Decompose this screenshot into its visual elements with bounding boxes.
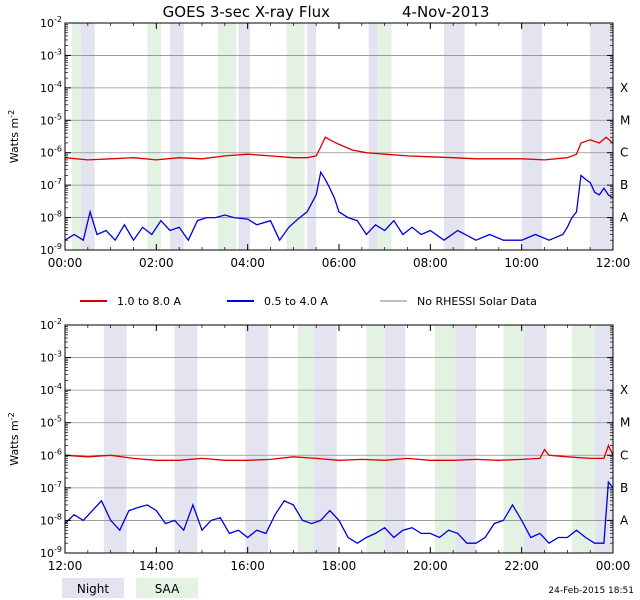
flare-class-label: M [620, 416, 630, 430]
saa-band [217, 23, 237, 250]
night-band [384, 325, 406, 553]
night-band [103, 325, 127, 553]
flare-class-label: A [620, 513, 629, 527]
night-band [245, 325, 269, 553]
x-tick-label: 08:00 [413, 256, 448, 270]
night-band [313, 325, 337, 553]
y-tick-label: 10-8 [40, 512, 62, 527]
flare-class-label: X [620, 81, 628, 95]
flare-class-label: C [620, 448, 628, 462]
x-tick-label: 04:00 [230, 256, 265, 270]
x-tick-label: 02:00 [139, 256, 174, 270]
legend-label-night: Night [77, 582, 110, 596]
y-tick-label: 10-2 [40, 317, 62, 332]
night-band [594, 325, 613, 553]
flare-class-label: M [620, 113, 630, 127]
x-tick-label: 20:00 [413, 559, 448, 573]
night-band [307, 23, 317, 250]
y-tick-label: 10-4 [40, 382, 62, 397]
night-band [174, 325, 198, 553]
y-tick-label: 10-7 [40, 480, 62, 495]
y-axis-label: Watts m-2 [7, 412, 21, 465]
night-band [238, 23, 250, 250]
saa-band [71, 23, 81, 250]
y-tick-label: 10-5 [40, 112, 62, 127]
saa-band [286, 23, 305, 250]
x-tick-label: 10:00 [504, 256, 539, 270]
footer-timestamp: 24-Feb-2015 18:51 [548, 586, 634, 596]
saa-band [503, 325, 524, 553]
legend-label-short: 0.5 to 4.0 A [264, 295, 329, 308]
y-tick-label: 10-6 [40, 145, 62, 160]
night-band [590, 23, 613, 250]
night-band [444, 23, 465, 250]
x-tick-label: 12:00 [596, 256, 631, 270]
legend-swatch-night [62, 578, 124, 598]
y-tick-label: 10-6 [40, 447, 62, 462]
series-short [64, 480, 614, 545]
flare-class-label: X [620, 383, 628, 397]
chart-title: GOES 3-sec X-ray Flux [163, 3, 330, 21]
x-tick-label: 14:00 [139, 559, 174, 573]
saa-band [366, 325, 385, 553]
night-band [80, 23, 95, 250]
series-long [64, 443, 614, 461]
flare-class-label: C [620, 146, 628, 160]
panel-2: 10-9 10-8 10-7 10-6 10-5 10-4 10-3 10-2 X M C B A 12:… [7, 317, 630, 573]
flare-class-label: A [620, 211, 629, 225]
x-tick-label: 16:00 [230, 559, 265, 573]
legend: 1.0 to 8.0 A 0.5 to 4.0 A No RHESSI Solar … [80, 295, 537, 308]
night-band [455, 325, 476, 553]
night-band [368, 23, 378, 250]
y-tick-label: 10-9 [40, 545, 62, 560]
night-band [170, 23, 184, 250]
flare-class-label: B [620, 481, 628, 495]
legend-label-long: 1.0 to 8.0 A [117, 295, 182, 308]
y-tick-label: 10-7 [40, 177, 62, 192]
legend-label-saa: SAA [155, 582, 180, 596]
y-tick-label: 10-9 [40, 242, 62, 257]
chart-date: 4-Nov-2013 [402, 3, 489, 21]
night-band [521, 23, 543, 250]
x-tick-label: 00:00 [48, 256, 83, 270]
saa-band [147, 23, 161, 250]
saa-band [297, 325, 314, 553]
x-tick-label: 22:00 [504, 559, 539, 573]
y-axis-label: Watts m-2 [7, 110, 21, 163]
legend-swatch-saa [136, 578, 198, 598]
series-short [64, 170, 614, 242]
night-saa-legend: Night SAA [62, 578, 198, 598]
x-tick-label: 12:00 [48, 559, 83, 573]
legend-label-no_rhessi: No RHESSI Solar Data [417, 295, 537, 308]
night-band [523, 325, 547, 553]
y-tick-label: 10-2 [40, 15, 62, 30]
saa-band [377, 23, 392, 250]
series-long [64, 136, 614, 161]
y-tick-label: 10-5 [40, 415, 62, 430]
saa-band [571, 325, 595, 553]
y-tick-label: 10-8 [40, 210, 62, 225]
y-tick-label: 10-4 [40, 80, 62, 95]
saa-band [434, 325, 456, 553]
x-tick-label: 18:00 [322, 559, 357, 573]
y-tick-label: 10-3 [40, 47, 62, 62]
x-tick-label: 06:00 [322, 256, 357, 270]
y-tick-label: 10-3 [40, 350, 62, 365]
flare-class-label: B [620, 178, 628, 192]
panel-1: 10-9 10-8 10-7 10-6 10-5 10-4 10-3 10-2 X M C B A 00:… [7, 15, 630, 270]
x-tick-label: 00:00 [596, 559, 631, 573]
